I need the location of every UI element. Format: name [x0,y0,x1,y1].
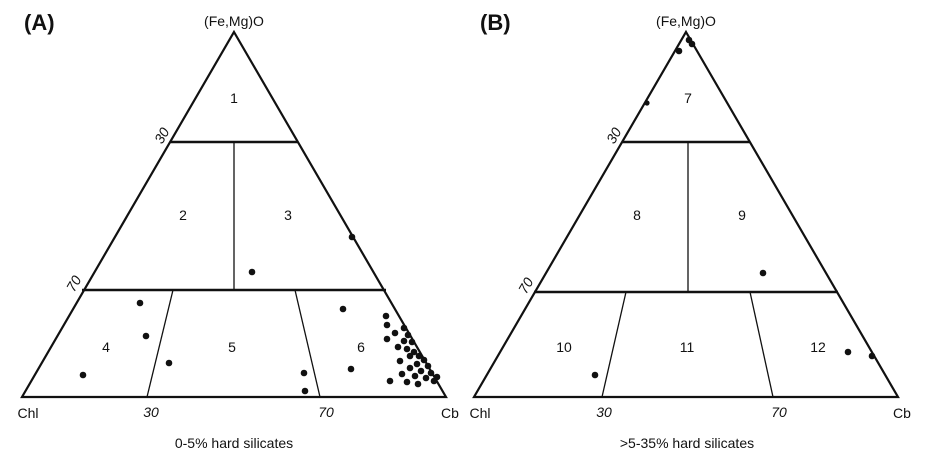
panel-a-left-tick-30: 30 [151,125,173,147]
data-point [413,360,421,368]
panel-b-apex-left-label: Chl [469,405,490,421]
panel-a-triangle-outline [20,29,448,399]
data-point [406,364,414,372]
data-point [391,329,399,337]
data-point [424,362,432,370]
data-point [759,269,767,277]
panel-a-field-5: 5 [228,339,236,355]
data-point [347,365,355,373]
panel-b-divider-11-12 [749,291,774,398]
data-point [433,373,441,381]
data-point [398,370,406,378]
data-point [415,352,423,360]
data-point [591,371,599,379]
data-point [404,331,412,339]
data-point [386,377,394,385]
panel-b-caption: >5-35% hard silicates [620,435,754,451]
panel-b-left-tick-30: 30 [603,125,625,147]
data-point [406,352,414,360]
panel-b-field-9: 9 [738,207,746,223]
data-point [339,305,347,313]
data-point [383,335,391,343]
panel-a-left-tick-70: 70 [63,273,85,295]
panel-b-base-tick-30: 30 [596,404,612,420]
data-point [165,359,173,367]
panel-a-divider-4-5 [146,289,174,398]
panel-a-caption: 0-5% hard silicates [175,435,293,451]
data-point [417,367,425,375]
panel-a-base-tick-30: 30 [143,404,159,420]
data-point [408,338,416,346]
data-point [688,40,696,48]
data-point [383,321,391,329]
panel-b-label: (B) [480,10,511,35]
panel-b-left-tick-70: 70 [515,275,537,297]
data-point [394,343,402,351]
panel-a-data-points [79,233,441,395]
data-point [844,348,852,356]
data-point [422,374,430,382]
data-point [396,357,404,365]
data-point [403,345,411,353]
data-point [300,369,308,377]
data-point [427,369,435,377]
data-point [414,380,422,388]
panel-b-field-7: 7 [684,90,692,106]
panel-b-triangle-outline [472,29,900,399]
data-point [411,372,419,380]
data-point [420,356,428,364]
data-point [382,312,390,320]
panel-b-divider-10-11 [601,291,627,398]
panel-b-base-tick-70: 70 [771,404,787,420]
data-point [868,352,876,360]
panel-b-field-8: 8 [633,207,641,223]
panel-a-base-tick-70: 70 [318,404,334,420]
data-point [400,324,408,332]
panel-b: (B) (Fe,Mg)O Chl Cb 7 8 9 10 11 12 30 70… [469,10,911,451]
panel-a-apex-right-label: Cb [441,405,459,421]
panel-a-divider-5-6 [294,289,321,398]
panel-a-field-2: 2 [179,207,187,223]
panel-a-field-3: 3 [284,207,292,223]
panel-a-field-4: 4 [102,339,110,355]
data-point [142,332,150,340]
panel-b-data-points [591,36,876,379]
panel-a-field-1: 1 [230,90,238,106]
panel-b-apex-right-label: Cb [893,405,911,421]
panel-a-apex-top-label: (Fe,Mg)O [204,13,264,29]
data-point [79,371,87,379]
panel-b-field-12: 12 [810,339,826,355]
data-point [248,268,256,276]
panel-b-field-11: 11 [680,339,695,355]
panel-b-field-10: 10 [556,339,572,355]
data-point [675,47,683,55]
panel-a-apex-left-label: Chl [17,405,38,421]
data-point [644,100,650,106]
data-point [403,378,411,386]
data-point [136,299,144,307]
panel-a-field-6: 6 [357,339,365,355]
panel-b-apex-top-label: (Fe,Mg)O [656,13,716,29]
data-point [400,337,408,345]
panel-a-label: (A) [24,10,55,35]
data-point [301,387,309,395]
data-point [410,348,418,356]
data-point [348,233,356,241]
panel-a: (A) (Fe,Mg)O Chl Cb 1 2 3 4 5 6 30 70 30… [17,10,459,451]
